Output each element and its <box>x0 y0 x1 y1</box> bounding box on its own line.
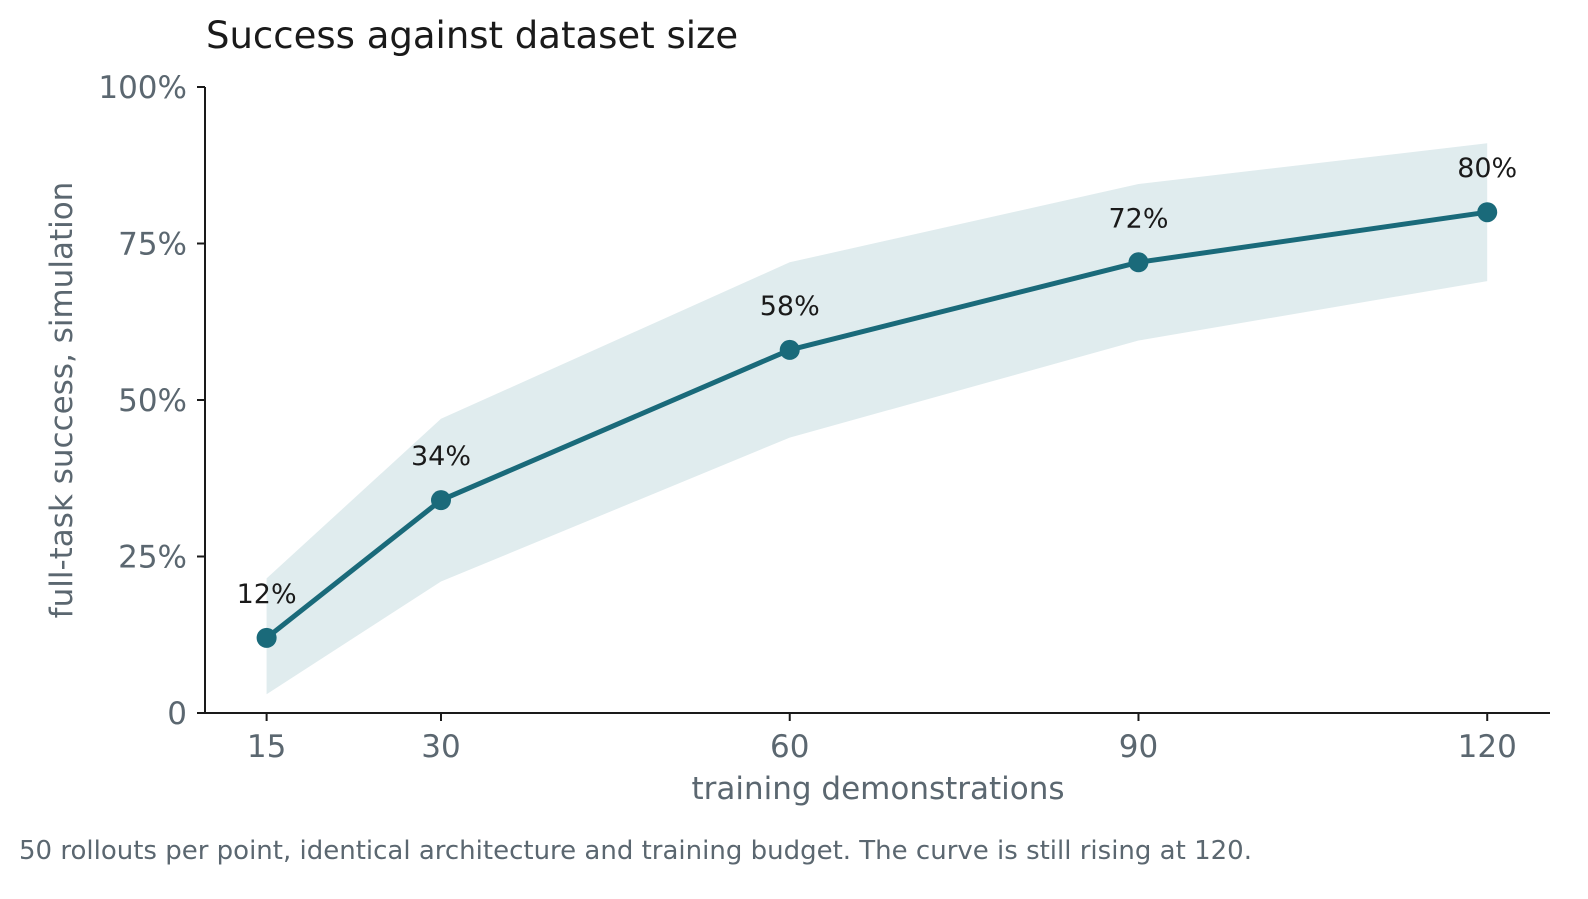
y-tick-label: 0 <box>167 696 187 732</box>
chart-title: Success against dataset size <box>206 14 738 57</box>
data-label: 80% <box>1457 153 1517 184</box>
confidence-band-layer <box>266 143 1488 695</box>
x-tick-label: 30 <box>421 729 460 765</box>
data-point <box>779 339 800 360</box>
y-tick-label: 100% <box>98 70 187 106</box>
x-tick-label: 15 <box>247 729 286 765</box>
y-tick-label: 75% <box>118 227 187 263</box>
x-axis-label: training demonstrations <box>691 771 1064 807</box>
data-point <box>430 490 451 511</box>
y-axis-label: full-task success, simulation <box>44 182 80 619</box>
data-label: 12% <box>237 579 297 610</box>
data-points <box>256 202 1498 648</box>
data-point <box>1128 252 1149 273</box>
data-label: 72% <box>1108 203 1168 234</box>
chart-caption: 50 rollouts per point, identical archite… <box>19 836 1252 866</box>
data-label: 34% <box>411 441 471 472</box>
axes: 0 25% 50% 75% 100% 15 30 60 90 120 <box>98 70 1550 765</box>
data-point <box>256 627 277 648</box>
data-labels: 12% 34% 58% 72% 80% <box>237 153 1518 610</box>
x-tick-label: 60 <box>770 729 809 765</box>
y-tick-label: 25% <box>118 540 187 576</box>
y-tick-label: 50% <box>118 383 187 419</box>
confidence-band <box>266 143 1488 695</box>
data-label: 58% <box>760 291 820 322</box>
success-chart: Success against dataset size 0 25% 50% 75% 1… <box>44 14 1550 807</box>
x-tick-label: 120 <box>1458 729 1517 765</box>
data-point <box>1477 202 1498 223</box>
x-tick-label: 90 <box>1119 729 1158 765</box>
